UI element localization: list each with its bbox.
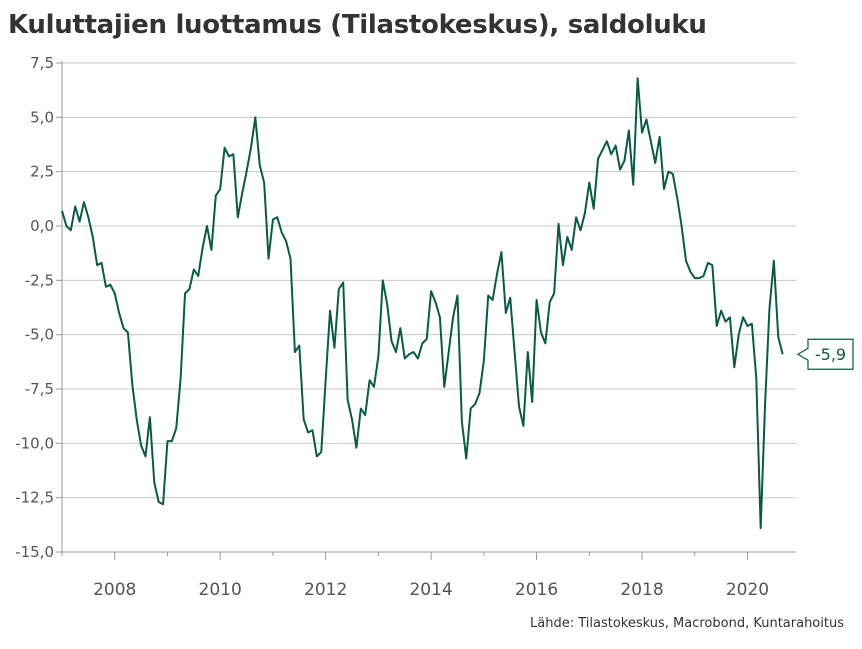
x-tick-label: 2018 <box>620 580 663 600</box>
y-tick-label: -5,0 <box>25 326 54 344</box>
y-tick-label: -7,5 <box>25 380 54 398</box>
y-tick-label: -15,0 <box>15 543 54 561</box>
x-tick-label: 2012 <box>304 580 347 600</box>
end-value-label: -5,9 <box>815 345 846 364</box>
chart-title: Kuluttajien luottamus (Tilastokeskus), s… <box>8 10 707 40</box>
y-tick-label: 0,0 <box>30 217 54 235</box>
x-tick-label: 2014 <box>409 580 452 600</box>
y-tick-label: -12,5 <box>15 489 54 507</box>
end-value-callout: -5,9 <box>796 338 854 370</box>
x-tick-label: 2010 <box>199 580 242 600</box>
y-tick-label: 5,0 <box>30 108 54 126</box>
end-callout-box <box>796 338 854 370</box>
x-axis: 2008 2010 2012 2014 2016 2018 2020 <box>61 551 796 600</box>
y-tick-label: -2,5 <box>25 271 54 289</box>
x-tick-label: 2008 <box>93 580 136 600</box>
source-note: Lähde: Tilastokeskus, Macrobond, Kuntara… <box>530 616 844 631</box>
x-tick-label: 2020 <box>726 580 769 600</box>
x-tick-label: 2016 <box>515 580 558 600</box>
y-axis: 7,5 5,0 2,5 0,0 -2,5 -5,0 -7,5 -10,0 -12,5 -15,0 <box>15 54 63 561</box>
y-tick-label: 2,5 <box>30 163 54 181</box>
gridlines <box>62 62 796 499</box>
y-tick-label: 7,5 <box>30 54 54 72</box>
y-tick-label: -10,0 <box>15 434 54 452</box>
series-line <box>61 77 784 530</box>
